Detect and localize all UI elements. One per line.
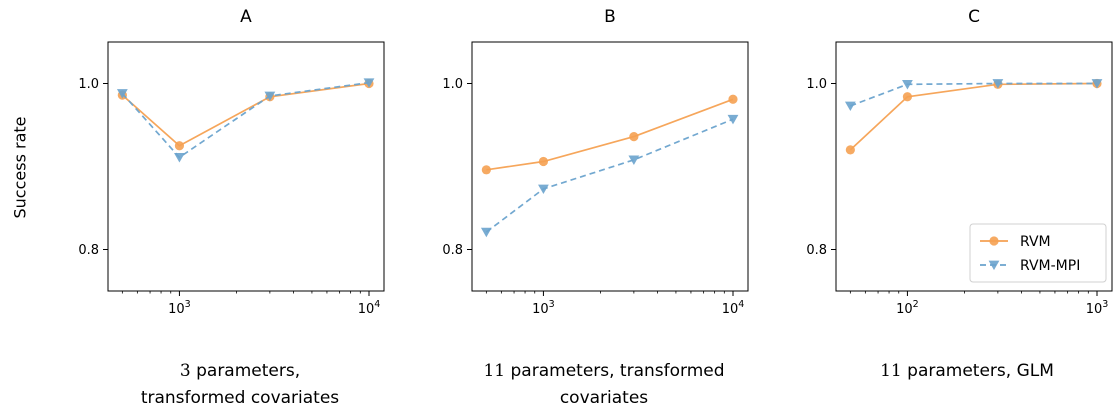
caption-a: 3 parameters, transformed covariates (100, 358, 380, 412)
panel-a-series-rvm-line (121, 82, 370, 147)
panel-b-x-tick-exp-0: 3 (549, 299, 555, 310)
panel-a-series-rvm-mpi-line (121, 81, 370, 159)
panel-c-y-tick-label-1: 1.0 (806, 77, 827, 92)
panel-b-x-tick-label-1: 104 (722, 299, 745, 317)
caption-a-line1: parameters, (190, 361, 301, 381)
panel-c-series-rvm-mpi-point (902, 80, 913, 90)
panel-a-series-rvm (117, 78, 374, 151)
panel-c-x-tick-label-1: 103 (1086, 299, 1109, 317)
panel-a-y-tick-label-0: 0.8 (78, 243, 99, 258)
panel-a-series-rvm-mpi-point (264, 91, 276, 102)
panel-c-series-rvm-mpi-point (992, 79, 1004, 89)
panel-b-series-rvm-point (728, 94, 738, 104)
panel-b-series-rvm-line (486, 98, 734, 171)
panel-a-x-tick-label-1: 104 (358, 299, 381, 317)
panel-b-y-tick-label-1: 1.0 (442, 77, 463, 92)
panel-b-y-tick-label-0: 0.8 (442, 243, 463, 258)
panel-a-x-tick-label-0: 103 (168, 299, 191, 317)
panel-c-frame (835, 41, 1113, 292)
legend-marker-rvm (989, 236, 999, 246)
panel-a-y-tick-label-1: 1.0 (78, 77, 99, 92)
panel-a-series-rvm-mpi-point (363, 78, 375, 88)
panel-b-title: B (604, 7, 616, 27)
caption-a-line2: transformed covariates (140, 388, 340, 408)
legend-marker-rvm-mpi (988, 260, 1000, 271)
panel-b-x-tick-exp-1: 4 (738, 299, 744, 310)
caption-b: 11 parameters, transformed covariates (464, 358, 744, 412)
panel-c-x-tick-exp-1: 3 (1102, 299, 1108, 310)
panel-a-x-tick-exp-0: 3 (185, 299, 191, 310)
panel-b-series-rvm (481, 94, 738, 175)
panel-c-series-rvm-point (902, 92, 913, 102)
panel-b-series-rvm-mpi-point (727, 114, 739, 125)
panel-a-frame (107, 41, 385, 292)
panel-c-y-tick-label-0: 0.8 (806, 243, 827, 258)
panel-a-x-tick-exp-1: 4 (374, 299, 380, 310)
caption-c-num: 11 (880, 361, 902, 381)
y-axis-label: Success rate (10, 116, 30, 219)
panel-b-series-rvm-mpi-point (480, 227, 492, 238)
legend-label-rvm-mpi: RVM-MPI (1020, 258, 1080, 274)
panel-c-series-rvm-line (849, 82, 1097, 151)
panel-c-series-rvm-mpi-line (850, 82, 1097, 107)
panel-a-title: A (240, 7, 252, 27)
panel-b-series-rvm-point (538, 156, 549, 167)
panel-b-series-rvm-point (481, 165, 491, 175)
legend: RVM RVM-MPI (969, 223, 1107, 283)
panel-a-series-rvm-mpi (116, 78, 375, 163)
caption-a-num: 3 (179, 361, 191, 381)
panel-b-x-tick-label-0: 103 (532, 299, 555, 317)
panel-b-series-rvm-mpi-line (485, 118, 734, 233)
caption-b-line1: parameters, transformed (505, 361, 725, 381)
panel-b-series-rvm-point (629, 132, 639, 142)
panel-c-title: C (968, 7, 980, 27)
panel-c-x-tick-exp-0: 2 (913, 299, 919, 310)
panel-b-series-rvm-mpi (480, 114, 739, 238)
legend-label-rvm: RVM (1020, 234, 1051, 250)
panel-b-frame (471, 41, 749, 292)
panel-b-series-rvm-mpi-point (628, 155, 640, 165)
panel-c-x-tick-label-0: 102 (896, 299, 919, 317)
panel-c-series-rvm-mpi (844, 79, 1103, 112)
caption-b-line2: covariates (559, 388, 649, 408)
panel-c-series-rvm-point (845, 145, 855, 155)
legend-box (969, 223, 1107, 283)
panel-b-series-rvm-mpi-point (538, 184, 549, 195)
panel-c-series-rvm-mpi-point (1091, 79, 1103, 89)
caption-b-num: 11 (483, 361, 506, 381)
caption-c-line1: parameters, GLM (901, 361, 1054, 381)
panel-a: A 103 104 0.8 1.0 (78, 7, 385, 317)
panel-c-series-rvm-mpi-point (844, 101, 856, 112)
caption-c: 11 parameters, GLM (827, 358, 1107, 385)
panel-b: B 103 104 0.8 1.0 (442, 7, 749, 317)
panel-a-series-rvm-mpi-point (116, 89, 128, 99)
panel-a-series-rvm-mpi-point (174, 153, 185, 163)
panel-c-series-rvm (845, 78, 1102, 155)
panel-a-series-rvm-point (174, 141, 185, 151)
